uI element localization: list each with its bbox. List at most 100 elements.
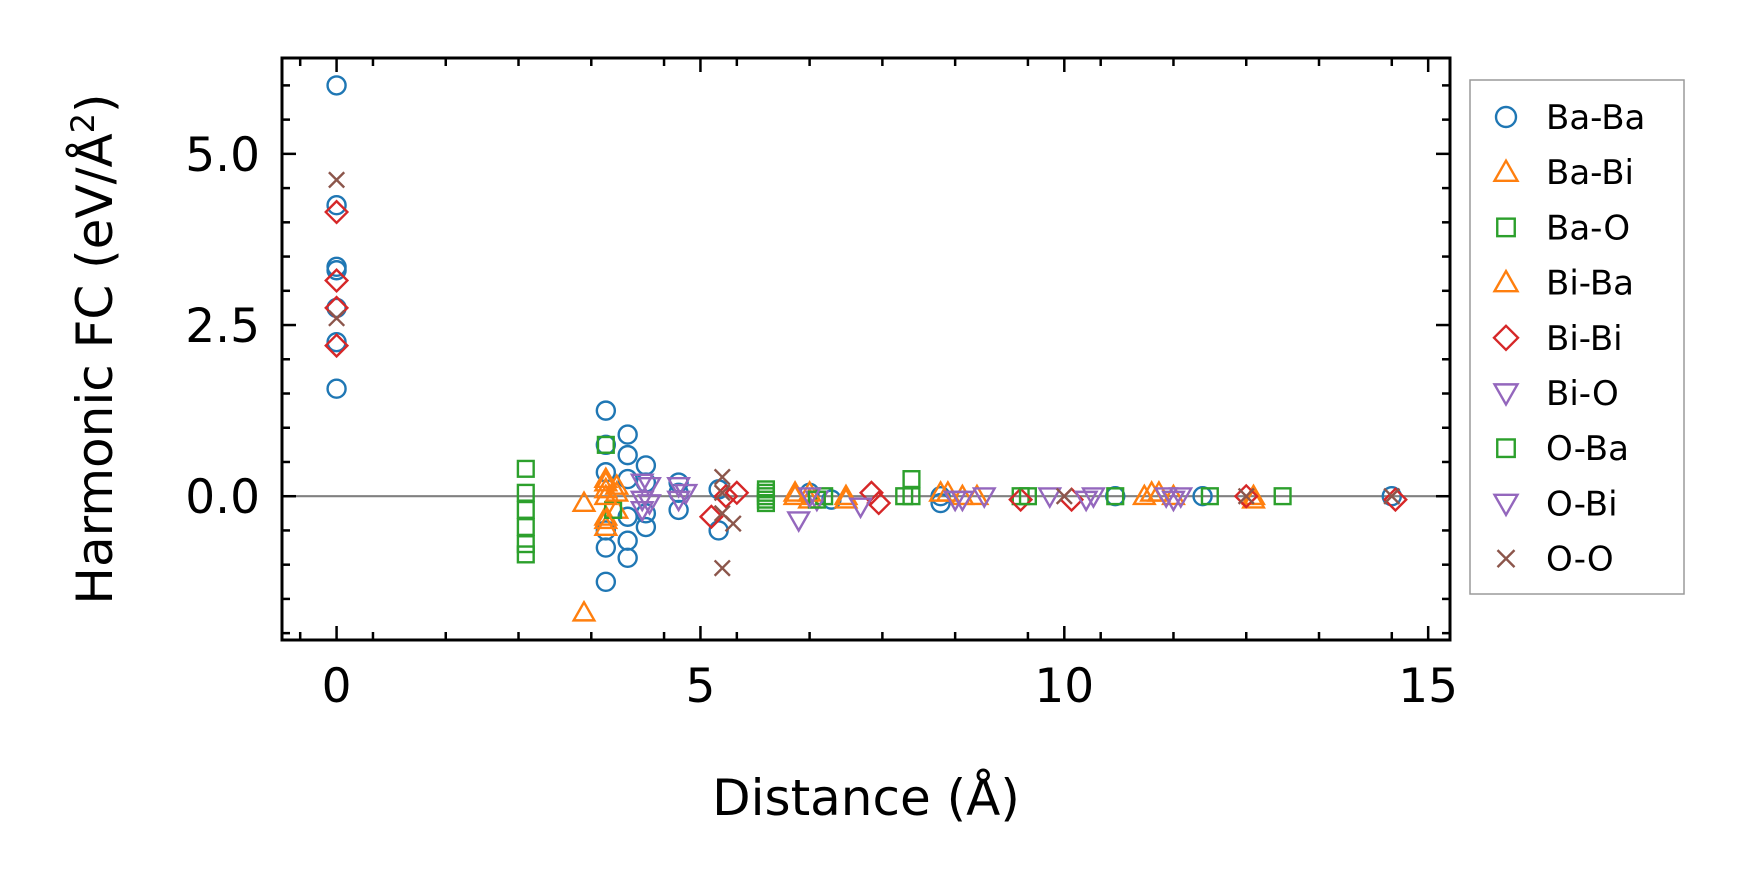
- data-point-o-bi: [673, 483, 699, 506]
- legend-label: Bi-Bi: [1546, 319, 1623, 359]
- data-point-bi-bi: [1008, 487, 1034, 513]
- data-point-bi-bi: [724, 480, 750, 506]
- data-point-bi-bi: [1382, 487, 1408, 513]
- data-point-bi-bi: [324, 333, 350, 359]
- x-tick-label: 5: [685, 659, 715, 714]
- data-point-bi-bi: [324, 199, 350, 225]
- data-point-o-ba: [756, 490, 776, 509]
- legend-marker-ba-bi: [1492, 158, 1520, 183]
- series-bi-bi: [324, 199, 1408, 530]
- data-point-ba-o: [1273, 487, 1292, 506]
- data-point-bi-ba: [593, 469, 619, 492]
- data-point-ba-bi: [833, 483, 859, 506]
- data-point-ba-o: [516, 483, 535, 502]
- data-point-ba-ba: [595, 537, 617, 558]
- data-point-ba-ba: [326, 260, 347, 281]
- data-point-bi-o: [786, 511, 812, 533]
- data-point-ba-ba: [617, 547, 638, 569]
- series-ba-o: [516, 435, 1292, 564]
- legend-item-o-bi: O-Bi: [1492, 484, 1618, 524]
- data-point-ba-bi: [593, 476, 619, 499]
- legend-label: Ba-O: [1546, 208, 1630, 248]
- x-tick-label: 15: [1398, 659, 1458, 714]
- data-point-ba-ba: [326, 195, 347, 216]
- data-point-ba-o: [516, 500, 535, 519]
- legend-label: Bi-O: [1546, 374, 1619, 414]
- legend-item-bi-o: Bi-O: [1492, 374, 1619, 414]
- data-point-o-o: [713, 484, 731, 502]
- legend-label: O-Bi: [1546, 484, 1618, 524]
- legend-label: Ba-Ba: [1546, 98, 1645, 138]
- data-point-ba-bi: [593, 514, 619, 536]
- data-point-bi-bi: [858, 480, 884, 506]
- data-point-ba-bi: [593, 503, 619, 526]
- data-point-o-o: [1055, 487, 1073, 505]
- data-point-bi-ba: [593, 483, 619, 506]
- data-point-o-o: [713, 468, 731, 486]
- series-o-o: [328, 171, 1401, 577]
- plot-frame: [280, 56, 1452, 642]
- data-point-ba-ba: [617, 424, 638, 445]
- y-axis-label: Harmonic FC (eV/Å2): [64, 93, 124, 604]
- data-point-o-bi: [950, 490, 975, 513]
- data-point-o-bi: [637, 494, 662, 516]
- data-point-ba-o: [516, 535, 535, 554]
- legend-marker-bi-bi: [1492, 324, 1520, 352]
- y-tick-label: 2.5: [185, 299, 260, 354]
- legend-marker-o-bi: [1492, 493, 1520, 518]
- data-point-ba-o: [902, 470, 921, 489]
- data-point-ba-o: [516, 459, 535, 478]
- data-point-ba-ba: [326, 378, 347, 399]
- data-point-ba-ba: [595, 571, 617, 592]
- data-point-o-bi: [637, 476, 662, 499]
- data-point-ba-ba: [635, 516, 657, 538]
- legend-item-o-o: O-O: [1496, 540, 1614, 580]
- data-point-o-o: [713, 559, 731, 577]
- x-axis-label: Distance (Å): [712, 769, 1020, 827]
- data-point-bi-bi: [698, 504, 724, 530]
- legend-marker-o-o: [1496, 549, 1516, 568]
- data-point-bi-o: [1153, 487, 1179, 509]
- legend-box: [1469, 79, 1685, 595]
- data-point-bi-ba: [593, 507, 619, 530]
- data-point-ba-o: [1106, 487, 1125, 506]
- data-point-o-bi: [797, 487, 823, 509]
- y-tick-label: 0.0: [185, 470, 260, 525]
- legend-item-ba-o: Ba-O: [1496, 208, 1630, 248]
- data-point-bi-o: [629, 473, 655, 496]
- x-tick-label: 0: [322, 659, 352, 714]
- data-point-o-bi: [1161, 490, 1186, 513]
- data-point-bi-ba: [1131, 483, 1157, 506]
- data-point-bi-o: [848, 497, 873, 520]
- x-tick-label: 10: [1034, 659, 1094, 714]
- legend-label: Ba-Bi: [1546, 153, 1634, 193]
- data-point-ba-ba: [617, 444, 638, 466]
- data-point-o-ba: [1018, 487, 1037, 506]
- data-point-bi-bi: [324, 268, 350, 294]
- legend-marker-o-ba: [1496, 438, 1516, 459]
- legend-item-o-ba: O-Ba: [1496, 429, 1629, 469]
- series-o-bi: [637, 476, 1186, 516]
- data-point-bi-ba: [604, 480, 630, 502]
- data-point-bi-bi: [1233, 483, 1259, 509]
- data-point-bi-ba: [950, 483, 975, 506]
- y-tick-label: 5.0: [185, 128, 260, 183]
- legend: Ba-Ba Ba-Bi Ba-O Bi-Ba Bi-Bi Bi-O O-Ba O-Bi O-O: [1469, 79, 1685, 595]
- data-point-ba-bi: [571, 599, 597, 622]
- data-point-bi-o: [1037, 487, 1063, 509]
- legend-marker-bi-o: [1492, 383, 1520, 407]
- legend-marker-ba-ba: [1494, 105, 1518, 129]
- data-point-ba-o: [596, 435, 615, 454]
- legend-marker-ba-o: [1496, 217, 1516, 238]
- data-point-o-ba: [895, 487, 914, 506]
- data-point-ba-o: [1200, 487, 1219, 506]
- data-point-bi-o: [666, 476, 692, 499]
- data-point-bi-o: [629, 490, 655, 513]
- data-point-ba-bi: [604, 473, 630, 495]
- data-point-ba-o: [516, 517, 535, 537]
- data-point-o-o: [328, 309, 346, 327]
- legend-item-ba-bi: Ba-Bi: [1492, 153, 1634, 193]
- legend-label: Bi-Ba: [1546, 264, 1634, 304]
- data-point-bi-o: [971, 487, 997, 509]
